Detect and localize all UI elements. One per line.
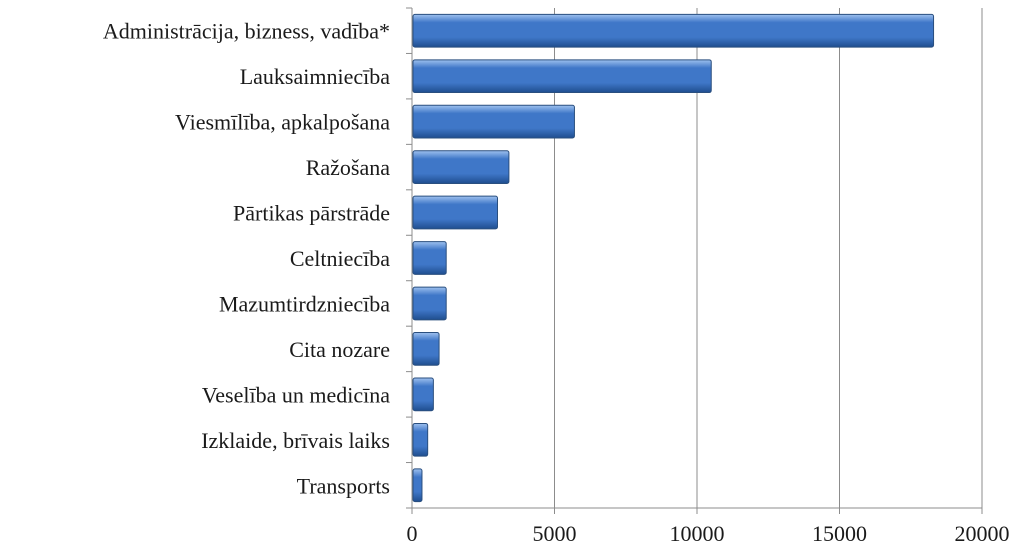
- x-tick-label: 20000: [955, 521, 1010, 546]
- category-label: Veselība un medicīna: [202, 382, 390, 407]
- category-label: Lauksaimniecība: [240, 64, 391, 89]
- axes: [406, 7, 983, 514]
- bar-9: [412, 377, 434, 412]
- category-label: Izklaide, brīvais laiks: [201, 428, 390, 453]
- category-label: Transports: [297, 473, 390, 498]
- category-label: Cita nozare: [289, 337, 390, 362]
- bar-7: [412, 286, 447, 321]
- bar-5: [412, 195, 498, 230]
- x-tick-label: 10000: [670, 521, 725, 546]
- bar-3: [412, 104, 575, 139]
- x-tick-label: 15000: [812, 521, 867, 546]
- category-label: Celtniecība: [290, 246, 390, 271]
- category-label: Viesmīlība, apkalpošana: [175, 110, 390, 135]
- category-label: Mazumtirdzniecība: [219, 291, 390, 316]
- category-label: Ražošana: [306, 155, 391, 180]
- bar-11: [412, 468, 423, 503]
- x-tick-label: 5000: [533, 521, 577, 546]
- bar-6: [412, 241, 447, 275]
- x-tick-label: 0: [407, 521, 418, 546]
- bar-10: [412, 422, 429, 457]
- category-label: Administrācija, bizness, vadība*: [103, 19, 390, 44]
- bar-2: [412, 59, 712, 94]
- x-tick-labels: 0 5000 10000 15000 20000: [407, 521, 1010, 546]
- bar-1: [412, 13, 935, 48]
- category-labels: Administrācija, bizness, vadība* Lauksaim…: [103, 19, 390, 499]
- bar-4: [412, 150, 510, 184]
- category-label: Pārtikas pārstrāde: [233, 201, 390, 226]
- bars: [412, 13, 935, 503]
- bar-8: [412, 332, 440, 366]
